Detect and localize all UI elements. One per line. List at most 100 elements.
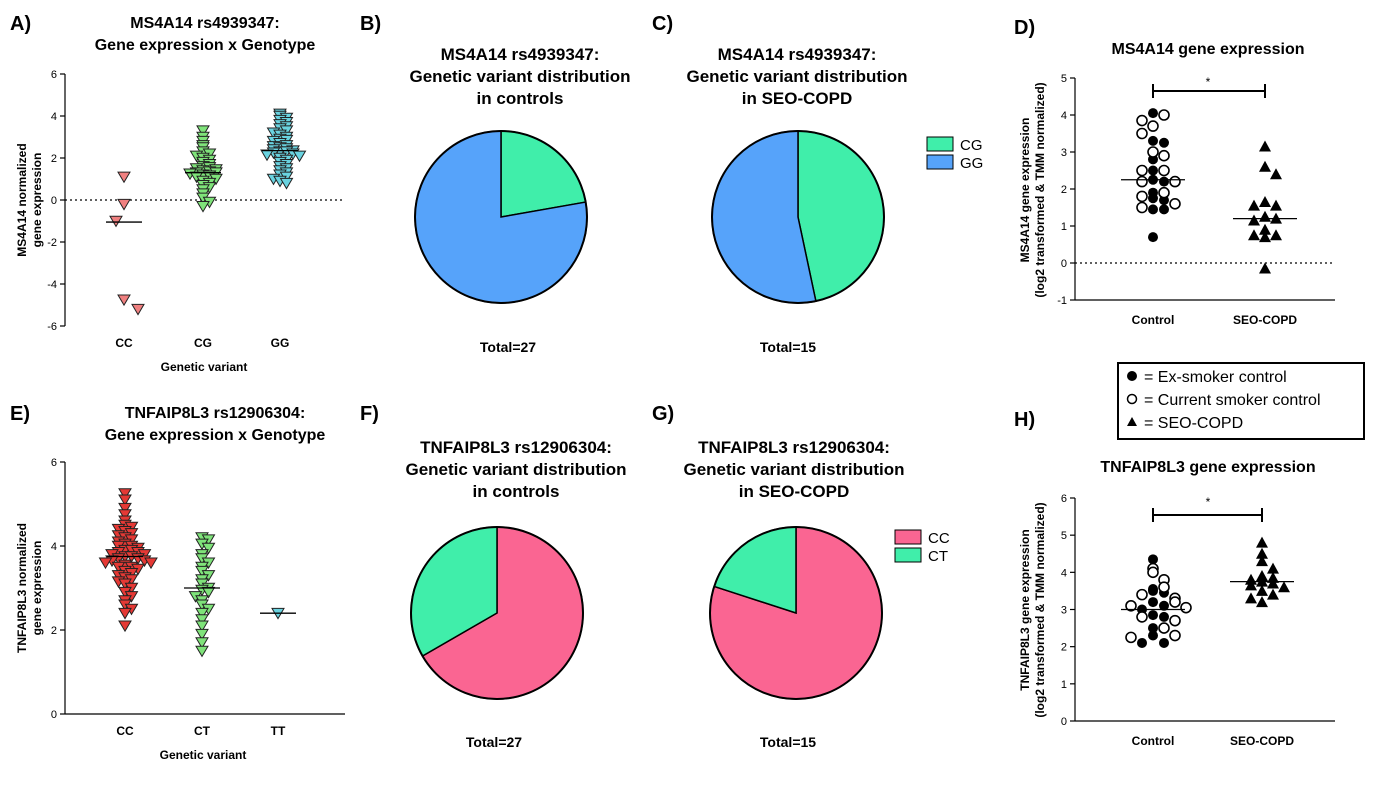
panel-d-point-seo-copd xyxy=(1270,199,1282,211)
symbol-legend: = Ex-smoker control = Current smoker con… xyxy=(1117,362,1365,440)
panel-a-y-tick-label: -2 xyxy=(47,237,57,249)
panel-d-point-seo-copd xyxy=(1270,229,1282,241)
panel-letter-h: H) xyxy=(1014,409,1035,431)
panel-e-xlabel: Genetic variant xyxy=(160,748,247,762)
legend-top-label-0: CG xyxy=(960,137,983,154)
panel-a-x-tick-label: CG xyxy=(194,336,212,350)
panel-a-point xyxy=(196,201,210,213)
panel-g-title-line2: Genetic variant distribution xyxy=(683,460,904,479)
panel-e-ylabel-line1: TNFAIP8L3 normalized xyxy=(15,523,29,653)
panel-e-point xyxy=(195,637,209,649)
legend-top: CG GG xyxy=(926,136,983,172)
panel-h-point-ex-smoker xyxy=(1148,597,1158,608)
panel-c-pie-outline xyxy=(711,130,885,304)
panel-d-point-current-smoker xyxy=(1158,186,1170,199)
panel-h-point-seo-copd xyxy=(1256,547,1268,559)
panel-d-ylabel-line1: MS4A14 gene expression xyxy=(1018,118,1032,263)
panel-h-point-ex-smoker xyxy=(1148,554,1158,565)
panel-h-point-ex-smoker xyxy=(1148,623,1158,634)
panel-d-point-seo-copd xyxy=(1259,223,1271,235)
panel-d: D) MS4A14 gene expression MS4A14 gene ex… xyxy=(1014,17,1335,327)
symbol-legend-open-circle xyxy=(1126,393,1138,405)
panel-h-y-tick-label: 2 xyxy=(1061,642,1067,654)
panel-h-y-tick-label: 1 xyxy=(1061,679,1067,691)
panel-e-point xyxy=(195,628,209,641)
panel-e-y-tick-label: 6 xyxy=(51,457,57,469)
panel-letter-c: C) xyxy=(652,13,673,35)
panel-d-point-seo-copd xyxy=(1259,195,1271,207)
panel-e-point xyxy=(195,607,209,620)
panel-d-x-tick-label: Control xyxy=(1132,313,1175,327)
panel-a-point xyxy=(279,177,294,190)
panel-e-point xyxy=(118,502,132,515)
symbol-legend-label-2: = SEO-COPD xyxy=(1144,415,1243,432)
panel-a-y-tick-label: -6 xyxy=(47,321,57,333)
panel-letter-g: G) xyxy=(652,403,674,425)
panel-h-point-seo-copd xyxy=(1256,584,1268,596)
panel-h-point-current-smoker xyxy=(1136,611,1148,623)
symbol-legend-label-1: = Current smoker control xyxy=(1144,392,1321,409)
panel-b: B) MS4A14 rs4939347: Genetic variant dis… xyxy=(360,13,631,355)
panel-e-plot: 0 2 4 6 CC CT TT xyxy=(51,457,345,738)
panel-f-pie-outline xyxy=(410,526,584,700)
panel-e-point xyxy=(201,542,216,555)
panel-h-y-tick-label: 6 xyxy=(1061,493,1067,505)
panel-d-significance: * xyxy=(1206,75,1211,89)
panel-h-point-current-smoker xyxy=(1169,596,1181,608)
panel-a-x-tick-label: GG xyxy=(271,336,290,350)
panel-h-point-current-smoker xyxy=(1125,631,1137,644)
panel-h-point-seo-copd xyxy=(1278,581,1290,593)
panel-b-title-line3: in controls xyxy=(477,89,564,108)
panel-a-point xyxy=(117,294,131,307)
legend-bottom: CC CT xyxy=(894,529,950,565)
panel-d-point-current-smoker xyxy=(1136,127,1148,140)
panel-e-title-line1: TNFAIP8L3 rs12906304: xyxy=(125,405,306,422)
panel-h-title: TNFAIP8L3 gene expression xyxy=(1100,459,1315,476)
panel-h-point-ex-smoker xyxy=(1148,630,1158,641)
panel-e-point xyxy=(118,488,132,500)
panel-letter-b: B) xyxy=(360,13,381,35)
panel-d-point-ex-smoker xyxy=(1148,165,1158,176)
panel-d-y-tick-label: 3 xyxy=(1061,147,1067,159)
panel-d-point-current-smoker xyxy=(1158,109,1170,121)
panel-g-pie-outline xyxy=(709,526,883,700)
panel-d-point-ex-smoker xyxy=(1159,204,1169,215)
panel-h-point-current-smoker xyxy=(1169,629,1181,642)
panel-h-point-ex-smoker xyxy=(1159,611,1169,622)
panel-d-point-ex-smoker xyxy=(1159,137,1169,148)
panel-h-significance: * xyxy=(1206,495,1211,509)
panel-h-point-seo-copd xyxy=(1267,588,1279,600)
panel-d-point-current-smoker xyxy=(1136,175,1148,188)
panel-f: F) TNFAIP8L3 rs12906304: Genetic variant… xyxy=(360,403,627,750)
panel-letter-f: F) xyxy=(360,403,379,425)
panel-h: H) TNFAIP8L3 gene expression TNFAIP8L3 g… xyxy=(1014,409,1335,748)
panel-c-title-line1: MS4A14 rs4939347: xyxy=(718,45,877,64)
panel-letter-e: E) xyxy=(10,403,30,425)
legend-top-label-1: GG xyxy=(960,155,983,172)
panel-e-y-tick-label: 0 xyxy=(51,709,57,721)
panel-a-point xyxy=(117,171,131,184)
panel-d-point-current-smoker xyxy=(1169,175,1181,188)
panel-d-point-seo-copd xyxy=(1248,229,1260,241)
panel-h-y-tick-label: 0 xyxy=(1061,716,1067,728)
panel-d-point-seo-copd xyxy=(1248,214,1260,226)
legend-bottom-label-0: CC xyxy=(928,530,950,547)
panel-h-plot: 0 1 2 3 4 5 6 Control SEO-COPD xyxy=(1061,493,1335,748)
panel-d-point-current-smoker xyxy=(1169,198,1181,210)
panel-letter-a: A) xyxy=(10,13,31,35)
panel-h-point-seo-copd xyxy=(1256,596,1268,608)
panel-a-ylabel-line1: MS4A14 normalized xyxy=(15,143,29,256)
panel-d-point-ex-smoker xyxy=(1148,232,1158,243)
panel-f-title-line2: Genetic variant distribution xyxy=(405,460,626,479)
panel-h-point-current-smoker xyxy=(1180,601,1192,614)
panel-h-ylabel-line1: TNFAIP8L3 gene expression xyxy=(1018,529,1032,690)
panel-c-pie xyxy=(711,130,885,304)
panel-c-title-line3: in SEO-COPD xyxy=(742,89,853,108)
panel-d-y-tick-label: 2 xyxy=(1061,184,1067,196)
panel-d-point-seo-copd xyxy=(1259,140,1271,152)
panel-a-point xyxy=(117,198,131,211)
panel-d-y-tick-label: 1 xyxy=(1061,221,1067,233)
panel-e-point xyxy=(195,645,209,658)
panel-d-point-current-smoker xyxy=(1136,114,1148,127)
